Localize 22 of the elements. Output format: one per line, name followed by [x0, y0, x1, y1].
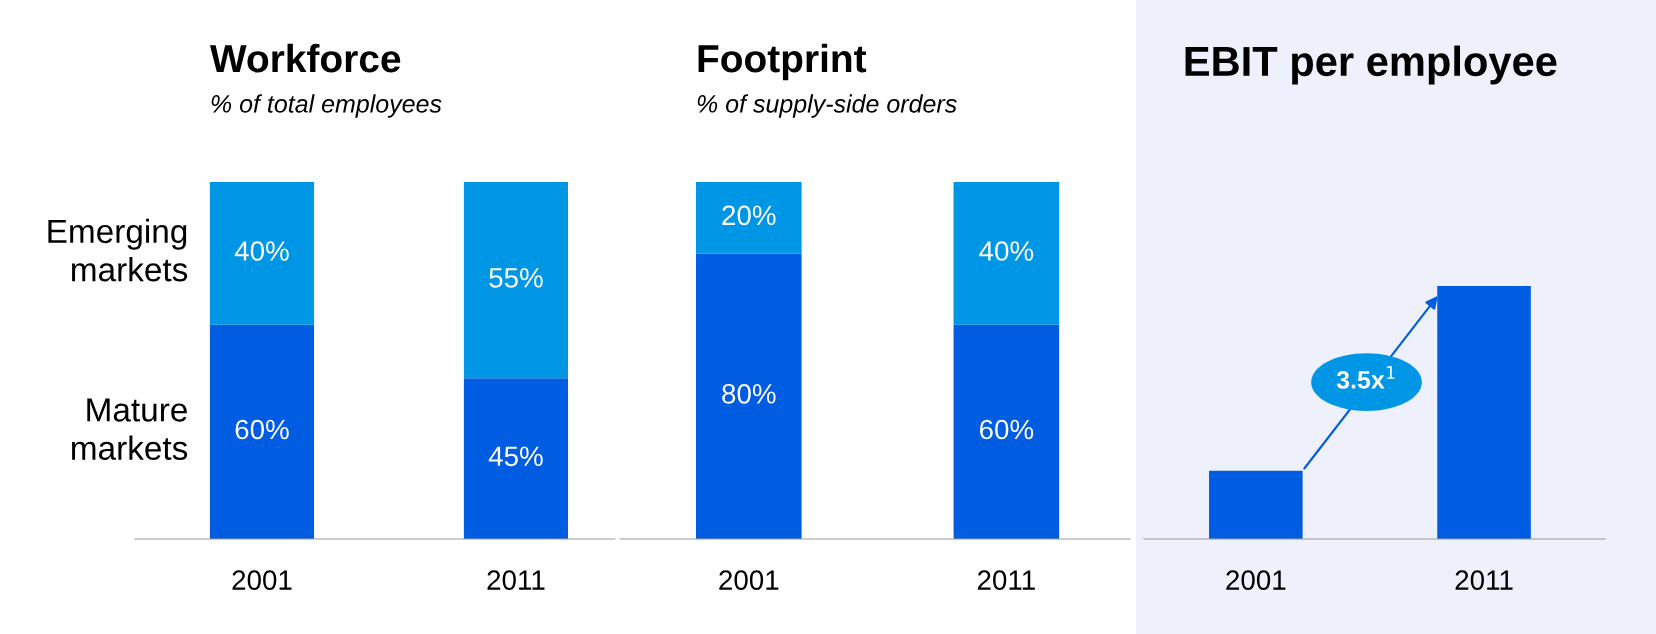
series-label: Emerging markets [48, 218, 188, 282]
data-label: 40% [234, 241, 289, 261]
data-label: 60% [979, 419, 1034, 440]
x-tick-label: 2011 [1455, 570, 1513, 590]
x-tick-label: 2001 [232, 570, 292, 590]
chart-subtitle: % of total employees [211, 94, 442, 118]
chart-title: EBIT per employee [1185, 45, 1557, 85]
x-tick-label: 2001 [1226, 570, 1286, 590]
chart-title: Workforce [209, 43, 401, 73]
x-tick-label: 2001 [719, 570, 779, 590]
data-label: 40% [979, 241, 1034, 261]
chart-subtitle: % of supply-side orders [697, 94, 957, 118]
series-label: Mature markets [72, 398, 188, 461]
data-label: 45% [488, 446, 543, 467]
chart-title: Footprint [698, 43, 867, 81]
x-tick-label: 2011 [487, 570, 545, 590]
annotation: 3.5x$^{1}$ [1336, 366, 1395, 389]
data-label: 20% [722, 205, 776, 226]
data-label: 55% [489, 268, 543, 288]
data-label: 80% [722, 383, 776, 404]
data-label: 60% [235, 419, 289, 440]
x-tick-label: 2011 [977, 570, 1035, 590]
